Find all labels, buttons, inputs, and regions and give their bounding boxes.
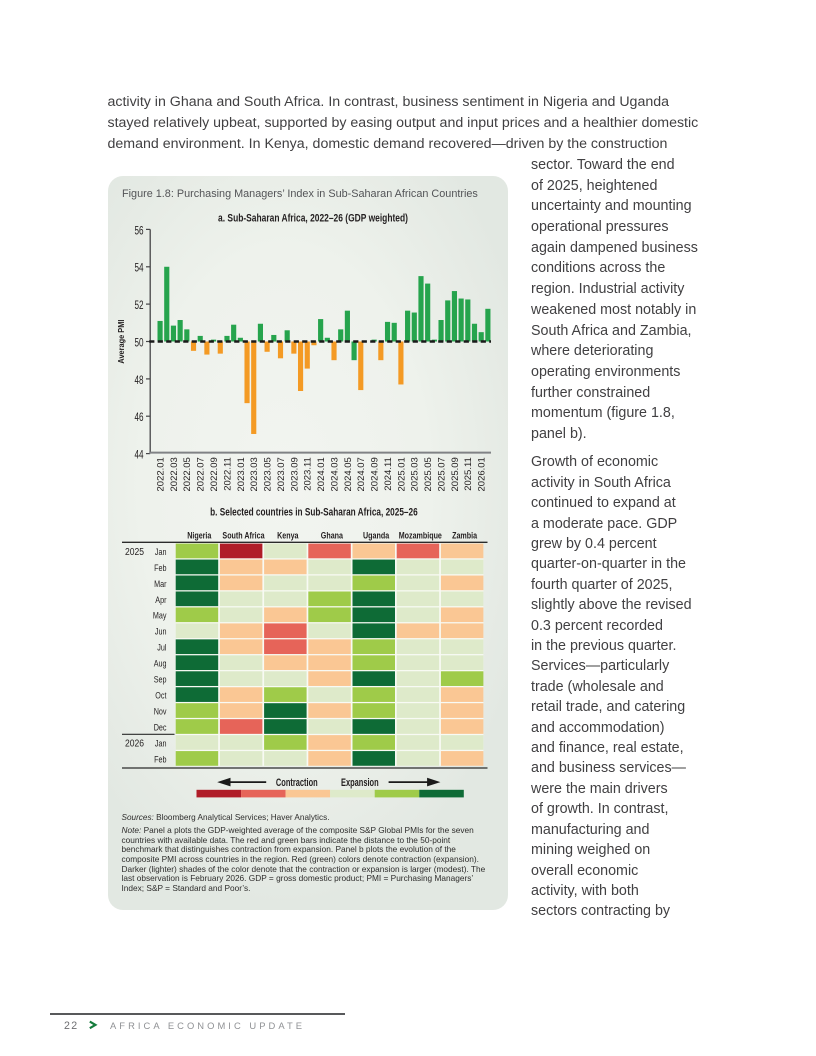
- svg-text:Average PMI: Average PMI: [117, 320, 127, 364]
- svg-text:48: 48: [135, 374, 144, 387]
- svg-text:2023.01: 2023.01: [236, 457, 246, 491]
- svg-text:b. Selected countries in Sub-S: b. Selected countries in Sub-Saharan Afr…: [210, 507, 418, 519]
- svg-text:South Africa: South Africa: [222, 531, 265, 541]
- svg-text:Zambia: Zambia: [452, 531, 477, 541]
- svg-text:Ghana: Ghana: [321, 531, 344, 541]
- svg-text:2025.05: 2025.05: [423, 457, 433, 491]
- svg-text:54: 54: [135, 262, 144, 275]
- svg-text:22: 22: [64, 1020, 79, 1032]
- svg-text:Kenya: Kenya: [277, 531, 299, 541]
- svg-text:AFRICA ECONOMIC UPDATE: AFRICA ECONOMIC UPDATE: [110, 1020, 305, 1031]
- svg-text:2022.07: 2022.07: [196, 457, 206, 491]
- svg-text:2024.09: 2024.09: [370, 457, 380, 491]
- svg-text:52: 52: [135, 300, 144, 313]
- svg-text:May: May: [153, 610, 167, 621]
- svg-text:Apr: Apr: [155, 594, 166, 605]
- svg-text:Jan: Jan: [155, 546, 167, 557]
- svg-text:Feb: Feb: [154, 562, 167, 573]
- svg-text:56: 56: [135, 225, 144, 238]
- svg-text:2024.11: 2024.11: [383, 457, 393, 491]
- svg-text:2025.11: 2025.11: [464, 457, 474, 491]
- svg-text:2023.03: 2023.03: [249, 457, 259, 491]
- svg-text:Jun: Jun: [155, 626, 167, 637]
- svg-text:2026.01: 2026.01: [477, 457, 487, 491]
- svg-text:2023.09: 2023.09: [290, 457, 300, 491]
- svg-text:Expansion: Expansion: [341, 776, 379, 788]
- svg-text:2023.05: 2023.05: [263, 457, 273, 491]
- svg-text:50: 50: [135, 337, 144, 350]
- svg-text:Jan: Jan: [155, 737, 167, 748]
- svg-text:Nov: Nov: [154, 705, 167, 716]
- svg-text:2025.01: 2025.01: [397, 457, 407, 491]
- svg-text:Mozambique: Mozambique: [399, 531, 443, 541]
- svg-text:Uganda: Uganda: [363, 531, 390, 541]
- svg-text:2022.01: 2022.01: [156, 457, 166, 491]
- svg-text:2024.05: 2024.05: [343, 457, 353, 491]
- svg-text:2024.07: 2024.07: [356, 457, 366, 491]
- svg-text:Jul: Jul: [157, 642, 166, 653]
- svg-text:2022.03: 2022.03: [169, 457, 179, 491]
- svg-text:Nigeria: Nigeria: [187, 531, 212, 541]
- svg-text:46: 46: [135, 412, 144, 425]
- svg-text:44: 44: [135, 449, 144, 462]
- svg-text:a. Sub-Saharan Africa, 2022–26: a. Sub-Saharan Africa, 2022–26 (GDP weig…: [218, 213, 408, 225]
- svg-text:2024.03: 2024.03: [330, 457, 340, 491]
- svg-text:Contraction: Contraction: [276, 776, 318, 788]
- svg-text:2022.09: 2022.09: [209, 457, 219, 491]
- svg-text:2025: 2025: [125, 545, 144, 557]
- svg-text:Dec: Dec: [154, 721, 167, 732]
- svg-text:2024.01: 2024.01: [316, 457, 326, 491]
- svg-text:Sep: Sep: [154, 674, 167, 685]
- svg-text:2026: 2026: [125, 737, 144, 749]
- svg-text:Feb: Feb: [154, 753, 167, 764]
- svg-text:Aug: Aug: [154, 658, 167, 669]
- svg-text:2023.11: 2023.11: [303, 457, 313, 491]
- svg-text:Oct: Oct: [155, 689, 167, 700]
- svg-text:2023.07: 2023.07: [276, 457, 286, 491]
- svg-text:2022.05: 2022.05: [183, 457, 193, 491]
- svg-text:2022.11: 2022.11: [223, 457, 233, 491]
- svg-text:Mar: Mar: [154, 578, 167, 589]
- svg-text:2025.07: 2025.07: [437, 457, 447, 491]
- svg-text:2025.03: 2025.03: [410, 457, 420, 491]
- svg-text:2025.09: 2025.09: [450, 457, 460, 491]
